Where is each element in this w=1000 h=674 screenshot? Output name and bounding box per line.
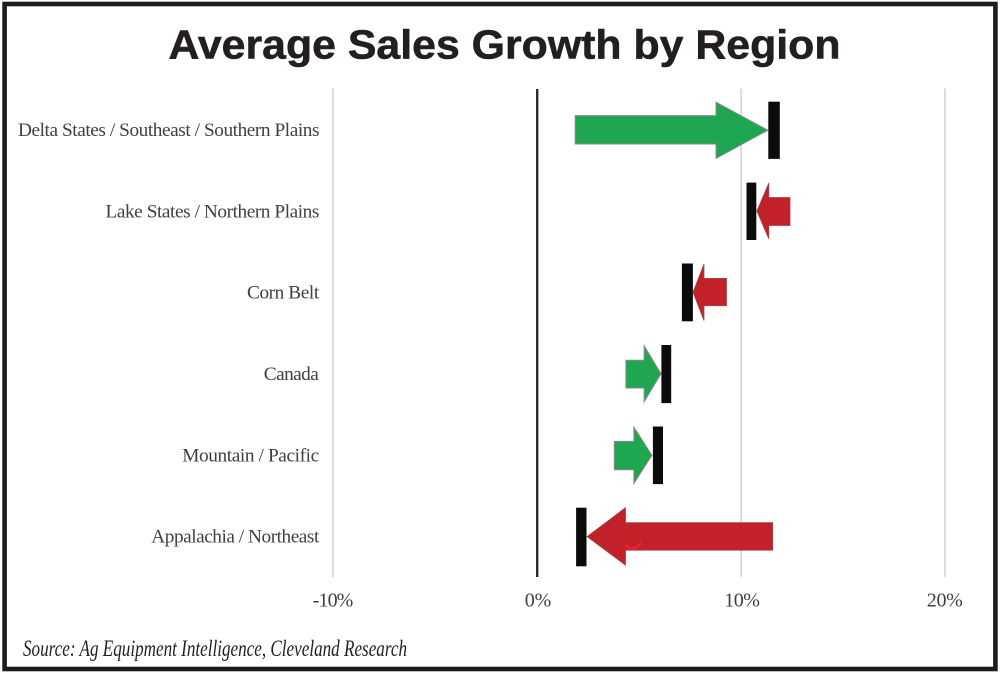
svg-text:Appalachia / Northeast: Appalachia / Northeast [151, 527, 320, 548]
svg-text:10%: 10% [724, 590, 760, 612]
svg-text:Corn Belt: Corn Belt [247, 283, 320, 304]
svg-text:Lake States / Northern Plains: Lake States / Northern Plains [106, 201, 320, 222]
svg-text:-10%: -10% [313, 590, 354, 612]
svg-text:0%: 0% [525, 590, 552, 612]
svg-text:Average Sales Growth by Region: Average Sales Growth by Region [169, 22, 841, 68]
svg-text:Mountain / Pacific: Mountain / Pacific [182, 445, 319, 466]
svg-text:Canada: Canada [264, 364, 319, 385]
svg-text:Delta States / Southeast / Sou: Delta States / Southeast / Southern Plai… [18, 120, 320, 141]
svg-text:Source: Ag Equipment Intellige: Source: Ag Equipment Intelligence, Cleve… [23, 636, 407, 661]
svg-text:20%: 20% [927, 590, 963, 612]
